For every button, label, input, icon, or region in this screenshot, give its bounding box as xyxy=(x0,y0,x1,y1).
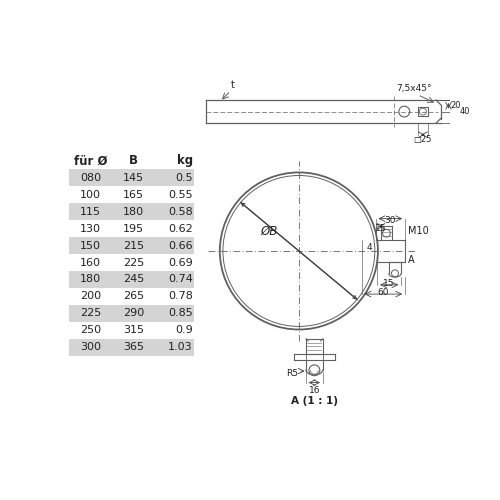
Text: 365: 365 xyxy=(123,342,144,352)
Text: A: A xyxy=(408,255,415,265)
Text: 180: 180 xyxy=(123,206,144,216)
Text: kg: kg xyxy=(176,154,192,168)
Text: t: t xyxy=(231,80,235,90)
Text: 215: 215 xyxy=(123,240,144,250)
Text: 0.62: 0.62 xyxy=(168,224,192,234)
Text: 145: 145 xyxy=(123,173,144,183)
Text: 4: 4 xyxy=(366,244,372,252)
Text: 160: 160 xyxy=(80,258,102,268)
Text: 130: 130 xyxy=(80,224,102,234)
Text: 265: 265 xyxy=(123,292,144,302)
Bar xyxy=(68,338,194,355)
Bar xyxy=(68,271,194,288)
Text: 0.78: 0.78 xyxy=(168,292,192,302)
Bar xyxy=(68,170,194,186)
Bar xyxy=(68,203,194,220)
Text: 1.03: 1.03 xyxy=(168,342,192,352)
Text: 0.85: 0.85 xyxy=(168,308,192,318)
Text: 0.9: 0.9 xyxy=(175,326,192,336)
Text: 100: 100 xyxy=(80,190,102,200)
Text: 245: 245 xyxy=(123,274,144,284)
Text: 0.69: 0.69 xyxy=(168,258,192,268)
Bar xyxy=(418,107,428,116)
Text: M10: M10 xyxy=(408,226,429,236)
Text: 290: 290 xyxy=(123,308,144,318)
Text: 150: 150 xyxy=(80,240,102,250)
Text: für Ø: für Ø xyxy=(74,154,108,168)
Text: 0.55: 0.55 xyxy=(168,190,192,200)
Text: 115: 115 xyxy=(80,206,102,216)
Text: 0.66: 0.66 xyxy=(168,240,192,250)
Text: ØB: ØB xyxy=(261,225,278,238)
Text: 60: 60 xyxy=(378,288,389,297)
Text: 7,5x45°: 7,5x45° xyxy=(396,84,432,93)
Text: 15: 15 xyxy=(382,279,394,288)
Text: 16: 16 xyxy=(308,386,320,396)
Text: 195: 195 xyxy=(123,224,144,234)
Text: 225: 225 xyxy=(80,308,102,318)
Text: 0.5: 0.5 xyxy=(175,173,192,183)
Text: 20: 20 xyxy=(451,102,462,110)
Text: A (1 : 1): A (1 : 1) xyxy=(291,396,338,406)
Text: 080: 080 xyxy=(80,173,102,183)
Text: 180: 180 xyxy=(80,274,102,284)
Text: 0.74: 0.74 xyxy=(168,274,192,284)
Text: 225: 225 xyxy=(123,258,144,268)
Text: 40: 40 xyxy=(460,107,470,116)
Text: R5: R5 xyxy=(286,369,298,378)
Text: 200: 200 xyxy=(80,292,102,302)
Text: B: B xyxy=(129,154,138,168)
Text: 300: 300 xyxy=(80,342,102,352)
Text: 0.58: 0.58 xyxy=(168,206,192,216)
Bar xyxy=(68,305,194,322)
Text: 30: 30 xyxy=(384,216,396,224)
Text: 250: 250 xyxy=(80,326,102,336)
Text: □25: □25 xyxy=(414,135,432,144)
Text: 315: 315 xyxy=(123,326,144,336)
Text: 15: 15 xyxy=(376,224,387,233)
Bar xyxy=(68,237,194,254)
Text: 165: 165 xyxy=(123,190,144,200)
